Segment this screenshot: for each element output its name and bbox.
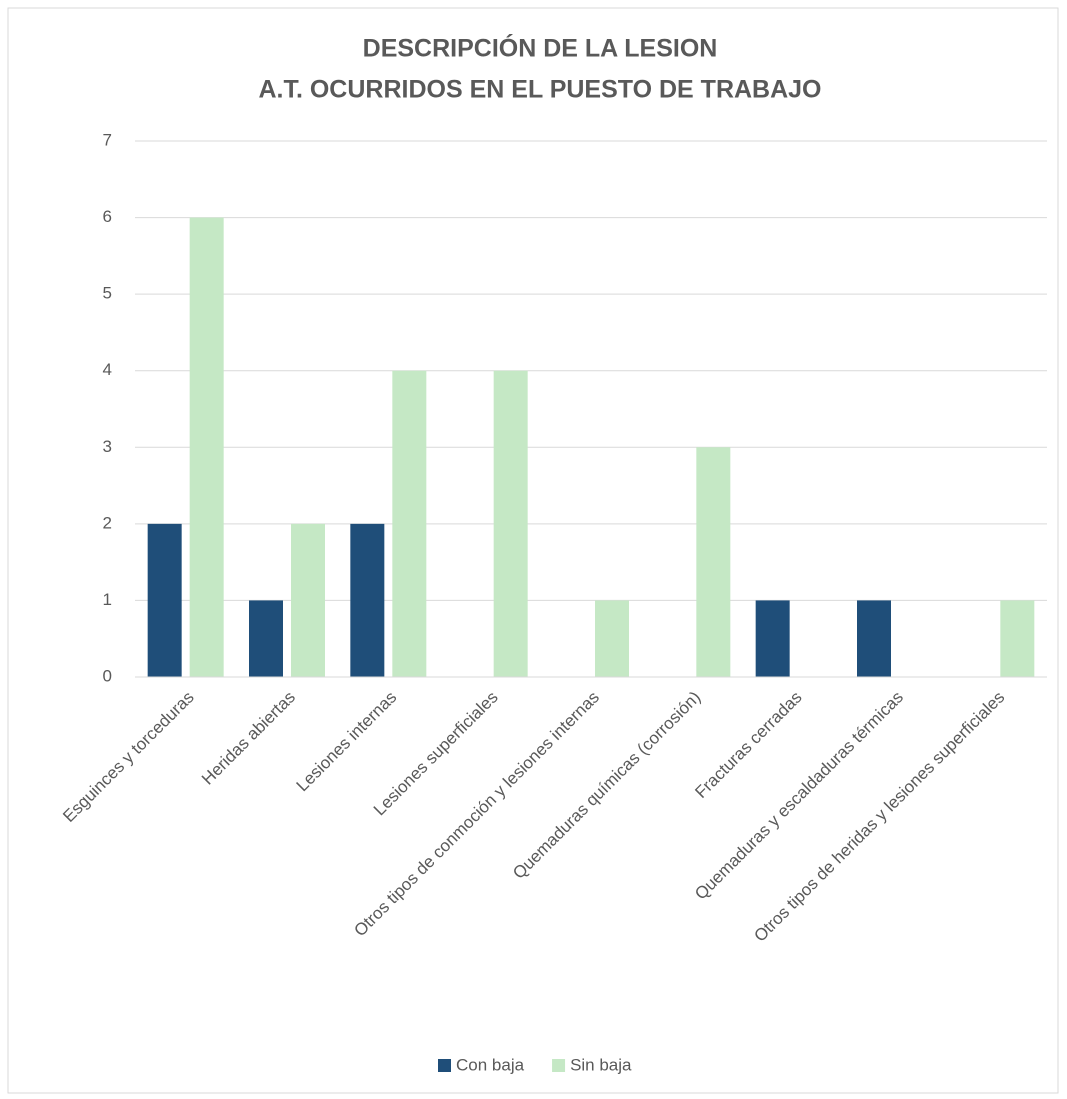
bar xyxy=(147,523,182,677)
y-tick-label: 6 xyxy=(103,207,112,226)
y-tick-label: 5 xyxy=(103,284,112,303)
bar xyxy=(189,217,224,678)
legend-swatch xyxy=(552,1059,566,1072)
legend-label: Sin baja xyxy=(570,1055,632,1074)
bar xyxy=(493,370,528,677)
y-tick-label: 1 xyxy=(103,590,112,609)
bar xyxy=(696,447,731,677)
bar xyxy=(350,523,385,677)
y-tick-label: 2 xyxy=(103,513,112,532)
y-tick-label: 7 xyxy=(103,130,112,149)
chart-frame xyxy=(7,7,1059,1094)
legend-swatch xyxy=(438,1059,451,1072)
bar xyxy=(291,523,325,677)
chart-title: DESCRIPCIÓN DE LA LESION xyxy=(363,33,718,63)
y-tick-label: 4 xyxy=(103,360,112,379)
legend-label: Con baja xyxy=(456,1055,525,1074)
bar xyxy=(392,370,427,677)
bar xyxy=(595,600,629,677)
bar xyxy=(755,600,790,677)
y-tick-label: 0 xyxy=(103,666,112,685)
bar xyxy=(857,600,891,677)
bar xyxy=(1000,600,1035,677)
y-tick-label: 3 xyxy=(103,437,112,456)
chart-title: A.T. OCURRIDOS EN EL PUESTO DE TRABAJO xyxy=(258,76,821,104)
bar xyxy=(249,600,283,677)
